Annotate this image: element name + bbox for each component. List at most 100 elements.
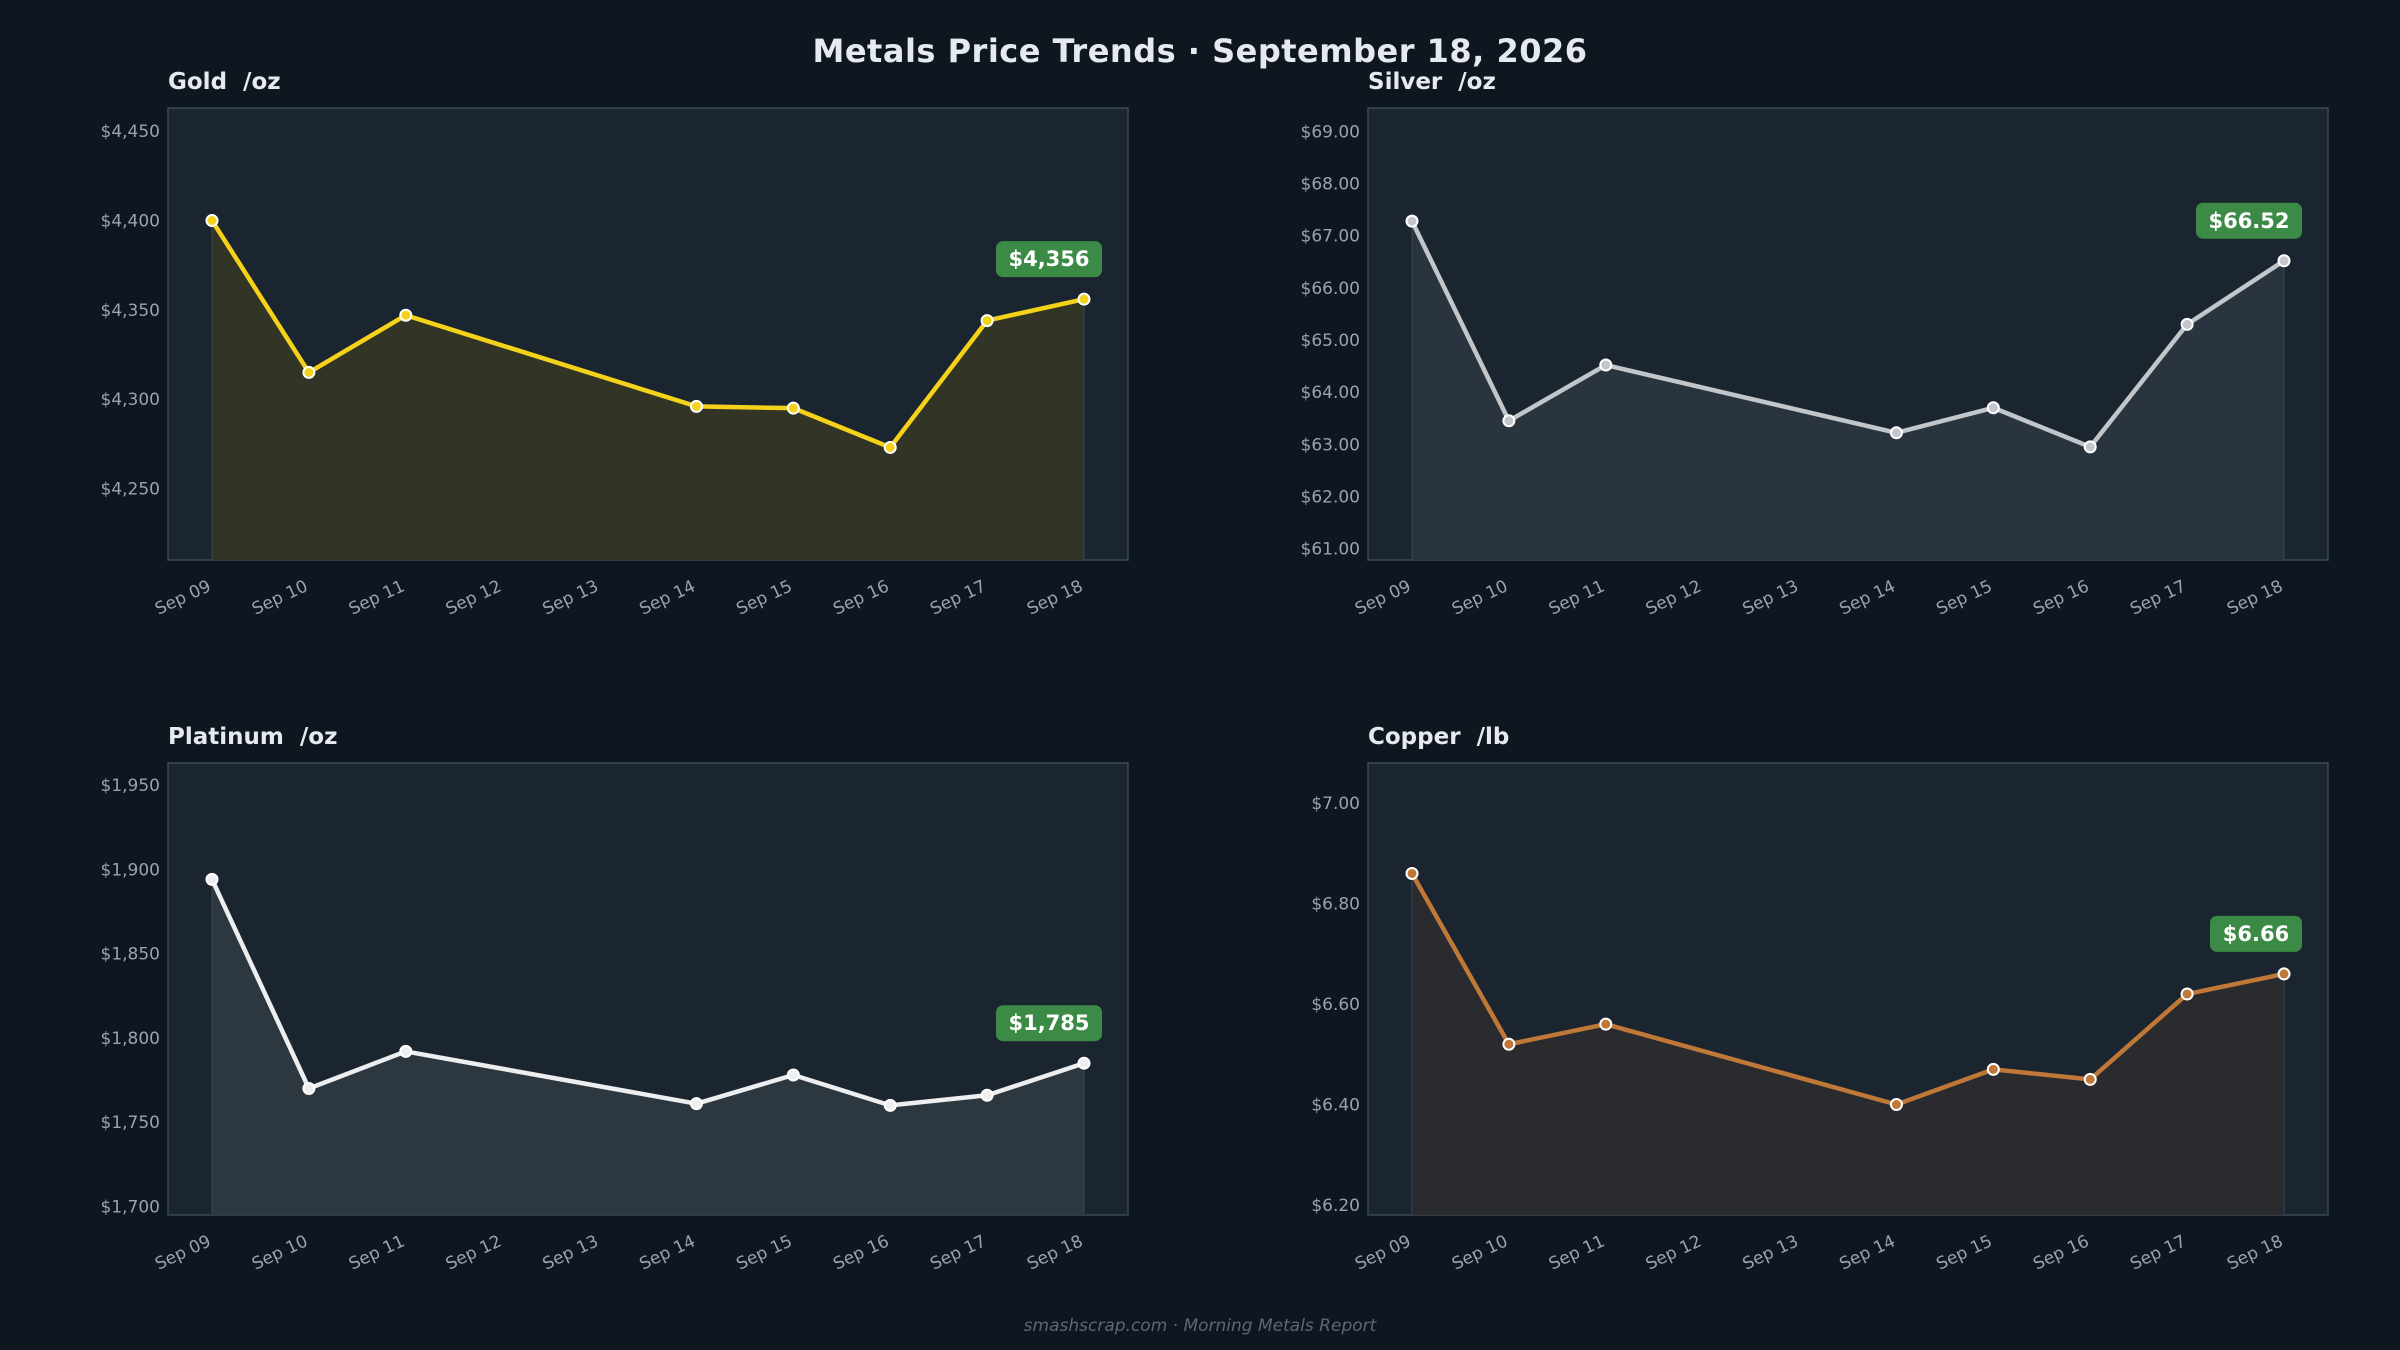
- copper-xtick-label: Sep 11: [1546, 1231, 1608, 1274]
- copper-data-point: [1502, 1037, 1516, 1051]
- platinum-price-badge: [996, 1005, 1102, 1042]
- copper-data-point: [1889, 1098, 1903, 1112]
- copper-xtick-label: Sep 18: [2224, 1231, 2286, 1274]
- platinum-series-line: [209, 877, 1087, 1108]
- platinum-data-point: [980, 1088, 994, 1102]
- copper-ytick-label: $6.80: [1311, 895, 1360, 915]
- copper-xtick-label: Sep 12: [1643, 1231, 1705, 1274]
- copper-data-point: [2083, 1072, 2097, 1086]
- silver-data-point: [1889, 426, 1903, 440]
- silver-price-badge: [2196, 202, 2302, 239]
- platinum-data-point: [689, 1097, 703, 1111]
- platinum-data-point: [399, 1044, 413, 1058]
- gold-series-line: [209, 218, 1087, 450]
- platinum-ytick-label: $1,900: [101, 860, 160, 880]
- gold-xtick-label: Sep 13: [540, 576, 602, 619]
- gold-xtick-label: Sep 12: [443, 576, 505, 619]
- platinum-xtick-label: Sep 18: [1024, 1231, 1086, 1274]
- copper-xtick-label: Sep 17: [2127, 1231, 2189, 1274]
- copper-ytick-label: $6.40: [1311, 1096, 1360, 1116]
- silver-ytick-label: $69.00: [1301, 122, 1360, 142]
- gold-ytick-label: $4,250: [101, 480, 160, 500]
- silver-xtick-label: Sep 13: [1740, 576, 1802, 619]
- platinum-data-point: [786, 1068, 800, 1082]
- platinum-data-point: [1077, 1056, 1091, 1070]
- copper-xtick-label: Sep 16: [2030, 1231, 2092, 1274]
- copper-price-badge: [2210, 915, 2302, 952]
- gold-data-point: [689, 399, 703, 413]
- gold-data-point: [883, 440, 897, 454]
- gold-xtick-label: Sep 18: [1024, 576, 1086, 619]
- gold-xtick-label: Sep 16: [830, 576, 892, 619]
- platinum-xtick-label: Sep 11: [346, 1231, 408, 1274]
- platinum-ytick-label: $1,950: [101, 776, 160, 796]
- platinum-title: Platinum /oz: [168, 724, 337, 750]
- gold-data-point: [302, 365, 316, 379]
- platinum-data-point: [302, 1082, 316, 1096]
- gold-ytick-label: $4,400: [101, 212, 160, 232]
- gold-xtick-label: Sep 14: [637, 576, 699, 619]
- gold-ytick-label: $4,450: [101, 122, 160, 142]
- copper-area-fill: [1412, 873, 2284, 1215]
- platinum-ytick-label: $1,750: [101, 1113, 160, 1133]
- copper-xtick-label: Sep 13: [1740, 1231, 1802, 1274]
- gold-area-fill: [212, 220, 1084, 561]
- silver-ytick-label: $66.00: [1301, 279, 1360, 299]
- silver-title: Silver /oz: [1368, 69, 1496, 95]
- gold-data-point: [980, 314, 994, 328]
- silver-ytick-label: $65.00: [1301, 331, 1360, 351]
- silver-xtick-label: Sep 09: [1352, 576, 1414, 619]
- gold-xtick-label: Sep 10: [249, 576, 311, 619]
- silver-data-point: [2277, 254, 2291, 268]
- platinum-ytick-label: $1,800: [101, 1029, 160, 1049]
- gold-data-point: [399, 308, 413, 322]
- silver-chart: Silver /oz $61.00 $62.00 $63.00 $64.00 $65.00…: [1301, 69, 2329, 619]
- platinum-xtick-label: Sep 14: [637, 1231, 699, 1274]
- platinum-price-badge-label: $1,785: [1008, 1011, 1089, 1035]
- silver-data-point: [1599, 358, 1613, 372]
- copper-ytick-label: $6.60: [1311, 995, 1360, 1015]
- platinum-xtick-label: Sep 16: [830, 1231, 892, 1274]
- silver-data-point: [2180, 317, 2194, 331]
- silver-xtick-label: Sep 14: [1837, 576, 1899, 619]
- silver-data-point: [1502, 414, 1516, 428]
- copper-xtick-label: Sep 15: [1933, 1231, 1995, 1274]
- gold-chart: Gold /oz $4,250 $4,300 $4,350 $4,400 $4,450 Se…: [101, 69, 1129, 619]
- copper-xtick-label: Sep 09: [1352, 1231, 1414, 1274]
- gold-price-badge: [996, 241, 1102, 278]
- platinum-chart: Platinum /oz $1,700 $1,750 $1,800 $1,850 $1,9…: [101, 724, 1129, 1274]
- copper-data-point: [2277, 967, 2291, 981]
- footer-credit: smashscrap.com · Morning Metals Report: [1023, 1316, 1377, 1336]
- gold-data-point: [786, 401, 800, 415]
- copper-xtick-label: Sep 14: [1837, 1231, 1899, 1274]
- silver-xtick-label: Sep 10: [1449, 576, 1511, 619]
- gold-ytick-label: $4,350: [101, 301, 160, 321]
- platinum-xtick-label: Sep 10: [249, 1231, 311, 1274]
- silver-data-point: [1405, 214, 1419, 228]
- platinum-xtick-label: Sep 13: [540, 1231, 602, 1274]
- silver-xtick-label: Sep 12: [1643, 576, 1705, 619]
- silver-xtick-label: Sep 15: [1933, 576, 1995, 619]
- copper-xtick-label: Sep 10: [1449, 1231, 1511, 1274]
- gold-xtick-label: Sep 17: [927, 576, 989, 619]
- gold-price-badge-label: $4,356: [1008, 247, 1089, 271]
- gold-xtick-label: Sep 15: [733, 576, 795, 619]
- copper-title: Copper /lb: [1368, 724, 1509, 750]
- platinum-xtick-label: Sep 12: [443, 1231, 505, 1274]
- copper-data-point: [1599, 1017, 1613, 1031]
- copper-ytick-label: $6.20: [1311, 1196, 1360, 1216]
- silver-xtick-label: Sep 18: [2224, 576, 2286, 619]
- copper-data-point: [1986, 1062, 2000, 1076]
- silver-xtick-label: Sep 16: [2030, 576, 2092, 619]
- platinum-data-point: [205, 872, 219, 886]
- silver-xtick-label: Sep 17: [2127, 576, 2189, 619]
- silver-ytick-label: $67.00: [1301, 227, 1360, 247]
- silver-ytick-label: $61.00: [1301, 540, 1360, 560]
- platinum-xtick-label: Sep 15: [733, 1231, 795, 1274]
- platinum-ytick-label: $1,850: [101, 945, 160, 965]
- silver-xtick-label: Sep 11: [1546, 576, 1608, 619]
- silver-ytick-label: $68.00: [1301, 175, 1360, 195]
- silver-ytick-label: $64.00: [1301, 383, 1360, 403]
- gold-title: Gold /oz: [168, 69, 281, 95]
